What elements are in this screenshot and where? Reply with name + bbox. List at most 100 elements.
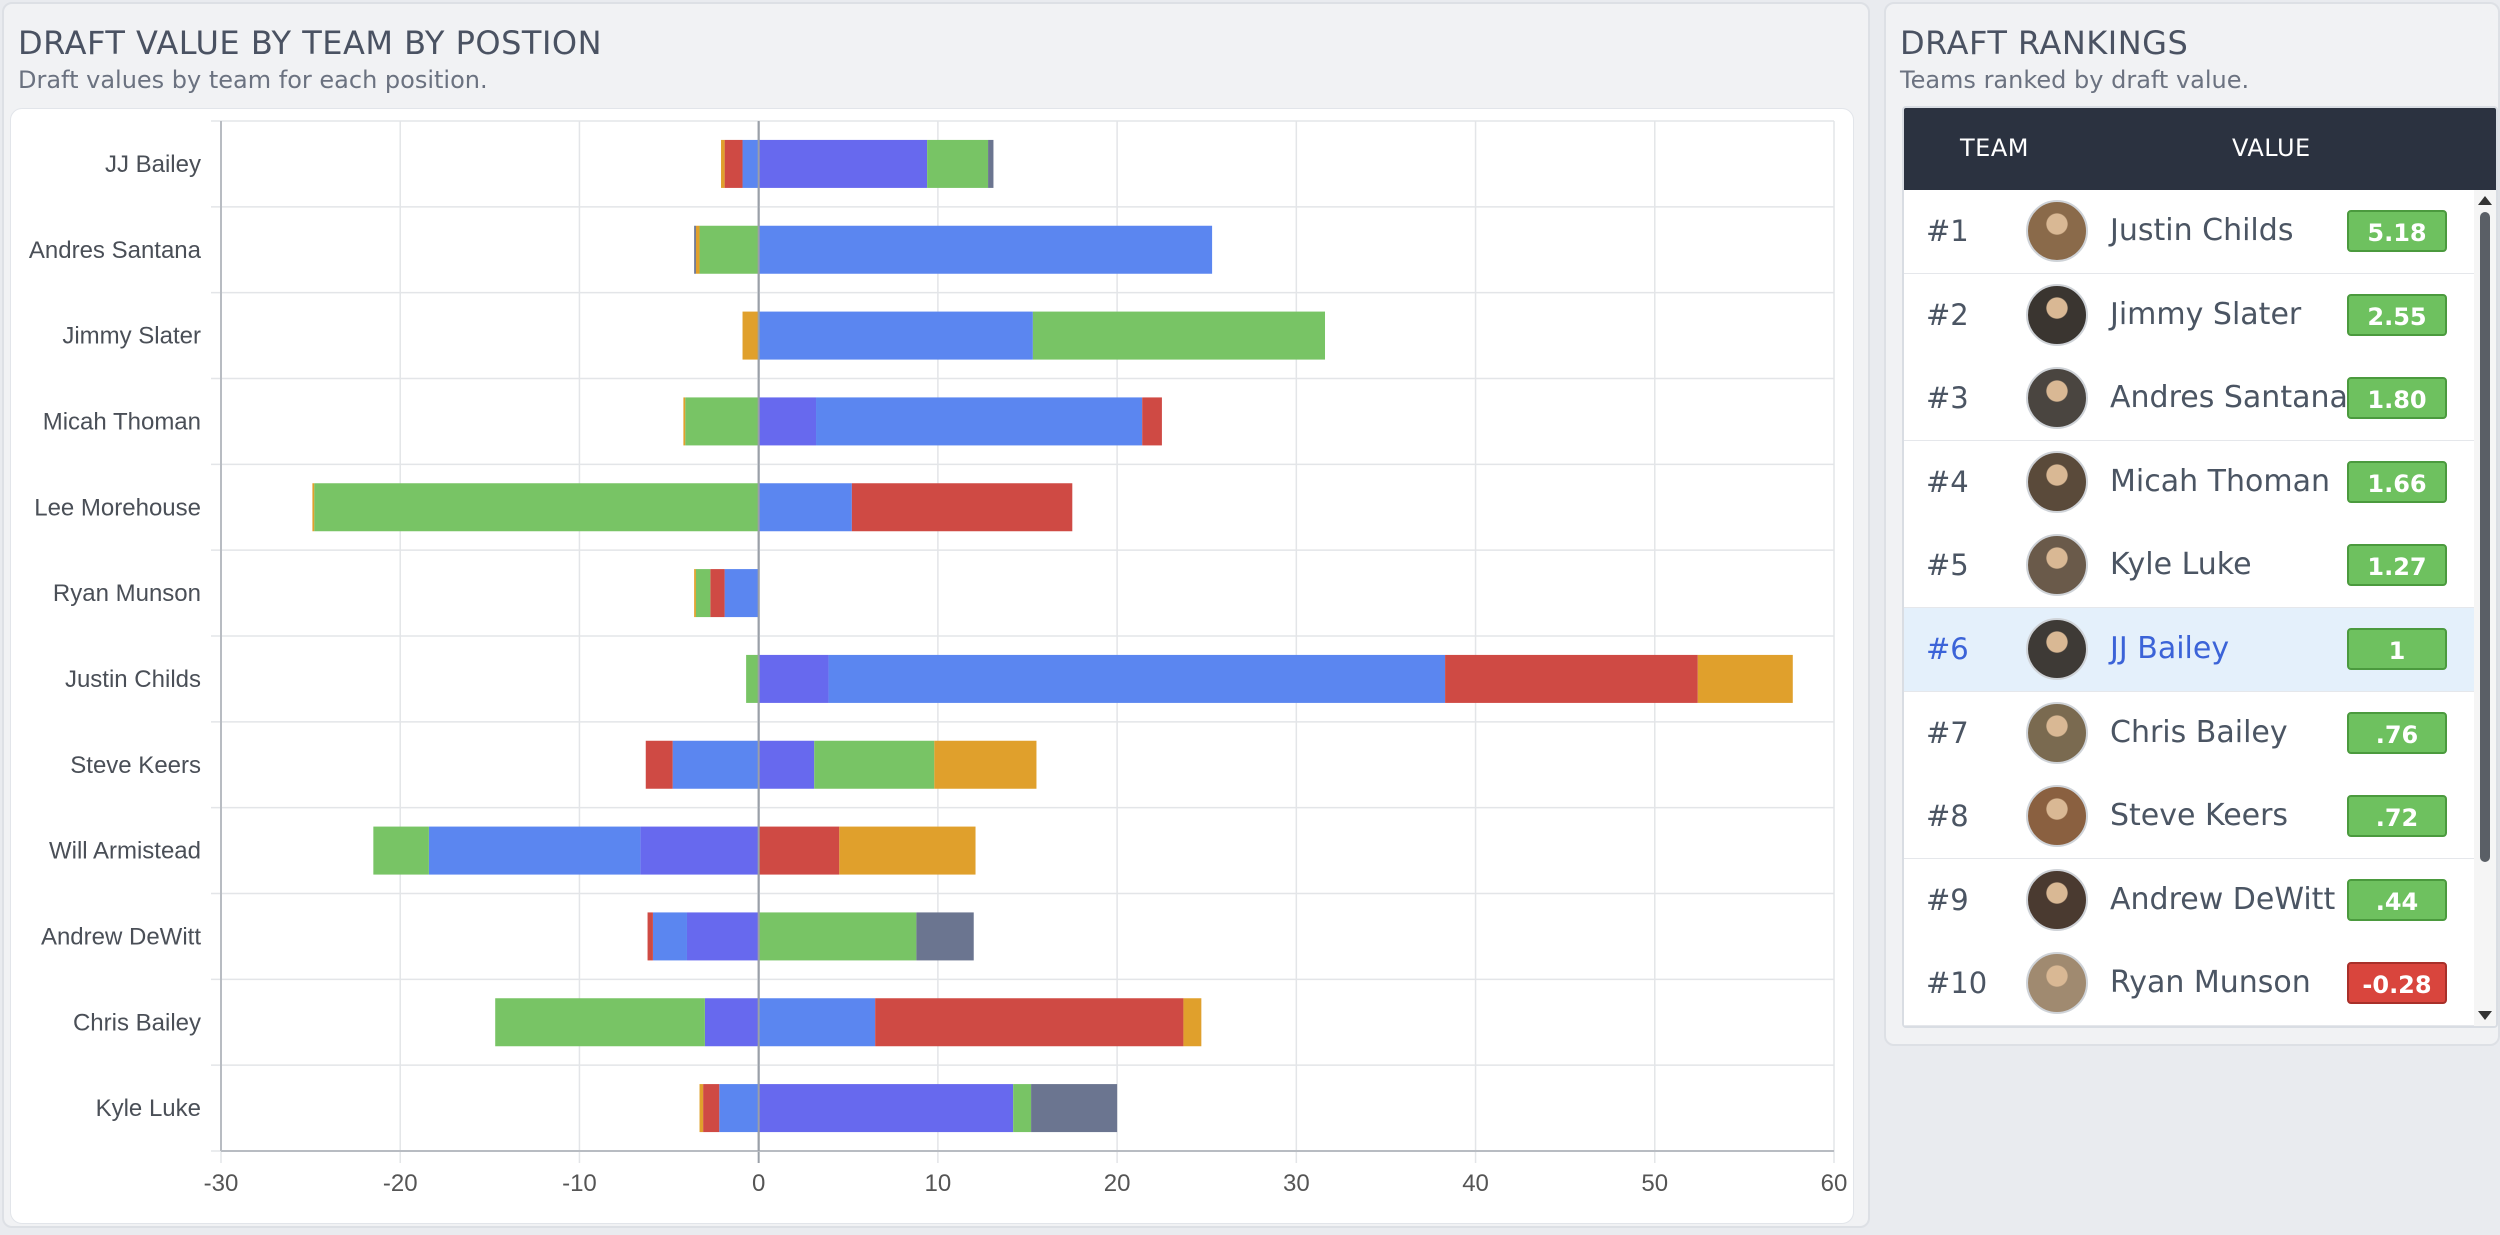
bar-segment[interactable] xyxy=(685,397,759,446)
y-tick-label: Will Armistead xyxy=(49,838,201,865)
avatar xyxy=(2026,618,2088,680)
ranking-row[interactable]: #5 Kyle Luke 1.27 xyxy=(1904,524,2474,609)
ranking-row[interactable]: #6 JJ Bailey 1 xyxy=(1904,608,2474,692)
bar-segment[interactable] xyxy=(875,998,1184,1047)
bar-segment[interactable] xyxy=(686,912,759,961)
bar-segment[interactable] xyxy=(710,569,725,618)
bar-segment[interactable] xyxy=(647,912,653,961)
bar-segment[interactable] xyxy=(1183,998,1202,1047)
bar-segment[interactable] xyxy=(695,569,711,618)
bar-segment[interactable] xyxy=(758,311,1033,360)
bar-segment[interactable] xyxy=(640,826,759,875)
y-tick-label: Justin Childs xyxy=(65,666,201,693)
team-name[interactable]: Jimmy Slater xyxy=(2110,296,2302,332)
bar-segment[interactable] xyxy=(645,740,673,789)
ranking-row[interactable]: #4 Micah Thoman 1.66 xyxy=(1904,440,2474,525)
bar-segment[interactable] xyxy=(758,826,840,875)
bar-segment[interactable] xyxy=(1032,311,1326,360)
bar-segment[interactable] xyxy=(746,654,759,703)
team-name[interactable]: JJ Bailey xyxy=(2110,631,2230,666)
bar-segment[interactable] xyxy=(314,483,759,532)
bar-segment[interactable] xyxy=(988,139,994,188)
bar-segment[interactable] xyxy=(703,1084,720,1133)
value-column-header[interactable]: VALUE xyxy=(2232,134,2311,162)
bar-segment[interactable] xyxy=(1142,397,1162,446)
team-name[interactable]: Andres Santana xyxy=(2110,380,2348,416)
bar-segment[interactable] xyxy=(851,483,1073,532)
bar-segment[interactable] xyxy=(428,826,641,875)
ranking-row[interactable]: #3 Andres Santana 1.80 xyxy=(1904,357,2474,442)
bar-segment[interactable] xyxy=(742,139,759,188)
bar-segment[interactable] xyxy=(699,1084,704,1133)
bar-segment[interactable] xyxy=(758,139,928,188)
bar-segment[interactable] xyxy=(758,912,917,961)
bar-segment[interactable] xyxy=(916,912,974,961)
team-column-header[interactable]: TEAM xyxy=(1960,134,2029,162)
draft-value-panel: DRAFT VALUE BY TEAM BY POSTION Draft val… xyxy=(2,2,1870,1228)
bar-segment[interactable] xyxy=(814,740,935,789)
bar-segment[interactable] xyxy=(934,740,1037,789)
team-name[interactable]: Ryan Munson xyxy=(2110,965,2311,1001)
ranking-row[interactable]: #7 Chris Bailey .76 xyxy=(1904,691,2474,776)
bar-segment[interactable] xyxy=(828,654,1446,703)
bar-segment[interactable] xyxy=(695,225,700,274)
x-tick-label: 60 xyxy=(1821,1170,1848,1197)
team-name[interactable]: Andrew DeWitt xyxy=(2110,881,2336,917)
scroll-up-arrow-icon[interactable] xyxy=(2478,196,2492,205)
bar-segment[interactable] xyxy=(1031,1084,1118,1133)
bar-segment[interactable] xyxy=(1697,654,1793,703)
team-name[interactable]: Kyle Luke xyxy=(2110,547,2252,583)
bar-segment[interactable] xyxy=(758,654,829,703)
bar-segment[interactable] xyxy=(652,912,687,961)
draft-rankings-panel: DRAFT RANKINGS Teams ranked by draft val… xyxy=(1884,2,2500,1046)
team-name[interactable]: Justin Childs xyxy=(2110,213,2294,248)
bar-segment[interactable] xyxy=(1445,654,1698,703)
x-tick-label: -30 xyxy=(204,1170,239,1197)
scroll-down-arrow-icon[interactable] xyxy=(2478,1011,2492,1020)
bar-segment[interactable] xyxy=(672,740,759,789)
bar-segment[interactable] xyxy=(758,483,852,532)
rankings-scrollbar[interactable] xyxy=(2474,190,2496,1026)
bar-segment[interactable] xyxy=(683,397,686,446)
avatar xyxy=(2026,701,2088,764)
bar-segment[interactable] xyxy=(694,569,696,618)
bar-segment[interactable] xyxy=(758,998,876,1047)
ranking-row[interactable]: #1 Justin Childs 5.18 xyxy=(1904,190,2474,274)
value-badge: .72 xyxy=(2347,795,2447,838)
bar-segment[interactable] xyxy=(721,139,725,188)
bar-segment[interactable] xyxy=(495,998,705,1047)
y-tick-label: Steve Keers xyxy=(70,752,201,779)
team-name[interactable]: Chris Bailey xyxy=(2110,714,2288,750)
ranking-row[interactable]: #8 Steve Keers .72 xyxy=(1904,775,2474,860)
bar-segment[interactable] xyxy=(758,225,1213,274)
bar-segment[interactable] xyxy=(758,740,815,789)
team-name[interactable]: Micah Thoman xyxy=(2110,463,2330,499)
ranking-row[interactable]: #2 Jimmy Slater 2.55 xyxy=(1904,273,2474,358)
ranking-row[interactable]: #10 Ryan Munson -0.28 xyxy=(1904,942,2474,1026)
bar-segment[interactable] xyxy=(1013,1084,1032,1133)
bar-segment[interactable] xyxy=(724,569,759,618)
value-badge: 5.18 xyxy=(2347,210,2447,252)
rank-number: #9 xyxy=(1926,882,1969,917)
rank-number: #5 xyxy=(1926,548,1969,583)
avatar xyxy=(2026,952,2088,1015)
bar-segment[interactable] xyxy=(839,826,976,875)
bar-segment[interactable] xyxy=(742,311,759,360)
avatar xyxy=(2026,200,2088,262)
scroll-thumb[interactable] xyxy=(2480,212,2490,862)
bar-segment[interactable] xyxy=(312,483,315,532)
rank-number: #10 xyxy=(1926,966,1988,1001)
rank-number: #6 xyxy=(1926,632,1969,666)
bar-segment[interactable] xyxy=(719,1084,759,1133)
bar-segment[interactable] xyxy=(704,998,759,1047)
bar-segment[interactable] xyxy=(694,225,696,274)
bar-segment[interactable] xyxy=(758,1084,1014,1133)
bar-segment[interactable] xyxy=(816,397,1143,446)
bar-segment[interactable] xyxy=(373,826,429,875)
ranking-row[interactable]: #9 Andrew DeWitt .44 xyxy=(1904,858,2474,943)
team-name[interactable]: Steve Keers xyxy=(2110,798,2289,834)
bar-segment[interactable] xyxy=(927,139,989,188)
bar-segment[interactable] xyxy=(699,225,759,274)
bar-segment[interactable] xyxy=(758,397,817,446)
bar-segment[interactable] xyxy=(724,139,743,188)
